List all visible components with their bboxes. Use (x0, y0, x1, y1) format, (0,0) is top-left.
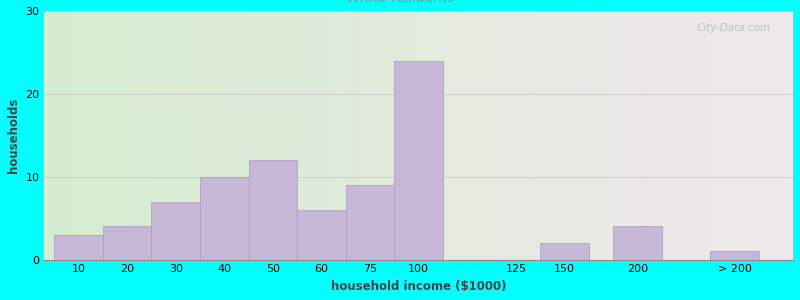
Bar (249, 160, 298, 260)
Bar (346, 185, 394, 260)
Text: City-Data.com: City-Data.com (697, 23, 770, 33)
Bar (103, 226, 151, 260)
X-axis label: household income ($1000): household income ($1000) (331, 280, 506, 293)
Text: White residents: White residents (346, 0, 454, 5)
Bar (298, 210, 346, 260)
Bar (151, 202, 200, 260)
Bar (394, 61, 443, 260)
Bar (614, 226, 662, 260)
Bar (200, 177, 249, 260)
Bar (710, 251, 759, 260)
Y-axis label: households: households (7, 98, 20, 173)
Bar (540, 243, 589, 260)
Bar (54, 235, 103, 260)
